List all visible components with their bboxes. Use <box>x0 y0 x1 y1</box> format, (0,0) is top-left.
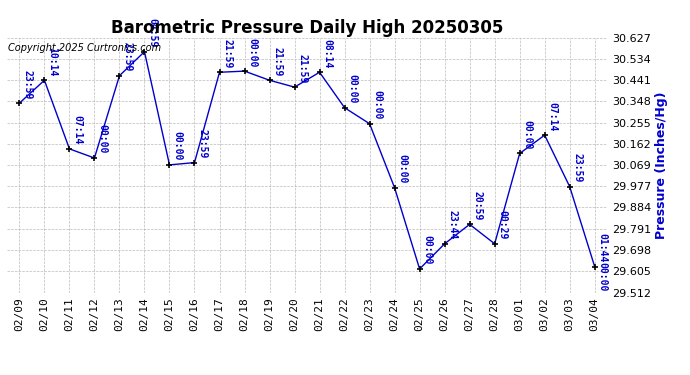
Text: 07:14: 07:14 <box>547 102 558 131</box>
Text: 08:14: 08:14 <box>322 39 333 68</box>
Text: Copyright 2025 Curtronics.com: Copyright 2025 Curtronics.com <box>8 43 161 52</box>
Text: 23:59: 23:59 <box>573 153 582 183</box>
Text: 21:59: 21:59 <box>273 47 282 76</box>
Text: 00:00: 00:00 <box>522 120 533 149</box>
Y-axis label: Pressure (Inches/Hg): Pressure (Inches/Hg) <box>656 91 669 239</box>
Text: 00:00: 00:00 <box>247 38 257 67</box>
Text: 23:59: 23:59 <box>197 129 207 158</box>
Text: 04:59: 04:59 <box>147 18 157 48</box>
Text: 00:00: 00:00 <box>422 236 433 265</box>
Text: 00:00: 00:00 <box>97 124 107 154</box>
Text: 21:59: 21:59 <box>222 39 233 68</box>
Text: 21:59: 21:59 <box>297 54 307 83</box>
Text: 20:59: 20:59 <box>473 191 482 220</box>
Text: 00:29: 00:29 <box>497 210 507 240</box>
Text: 07:14: 07:14 <box>72 116 82 145</box>
Text: 00:00: 00:00 <box>397 154 407 184</box>
Text: 00:00: 00:00 <box>347 74 357 104</box>
Text: 01:44: 01:44 <box>598 233 607 262</box>
Text: 10:14: 10:14 <box>47 47 57 76</box>
Text: 00:00: 00:00 <box>172 131 182 161</box>
Text: 23:59: 23:59 <box>122 42 132 72</box>
Text: 00:00: 00:00 <box>598 262 607 292</box>
Title: Barometric Pressure Daily High 20250305: Barometric Pressure Daily High 20250305 <box>111 20 503 38</box>
Text: 00:00: 00:00 <box>373 90 382 120</box>
Text: 23:44: 23:44 <box>447 210 457 240</box>
Text: 23:59: 23:59 <box>22 70 32 99</box>
